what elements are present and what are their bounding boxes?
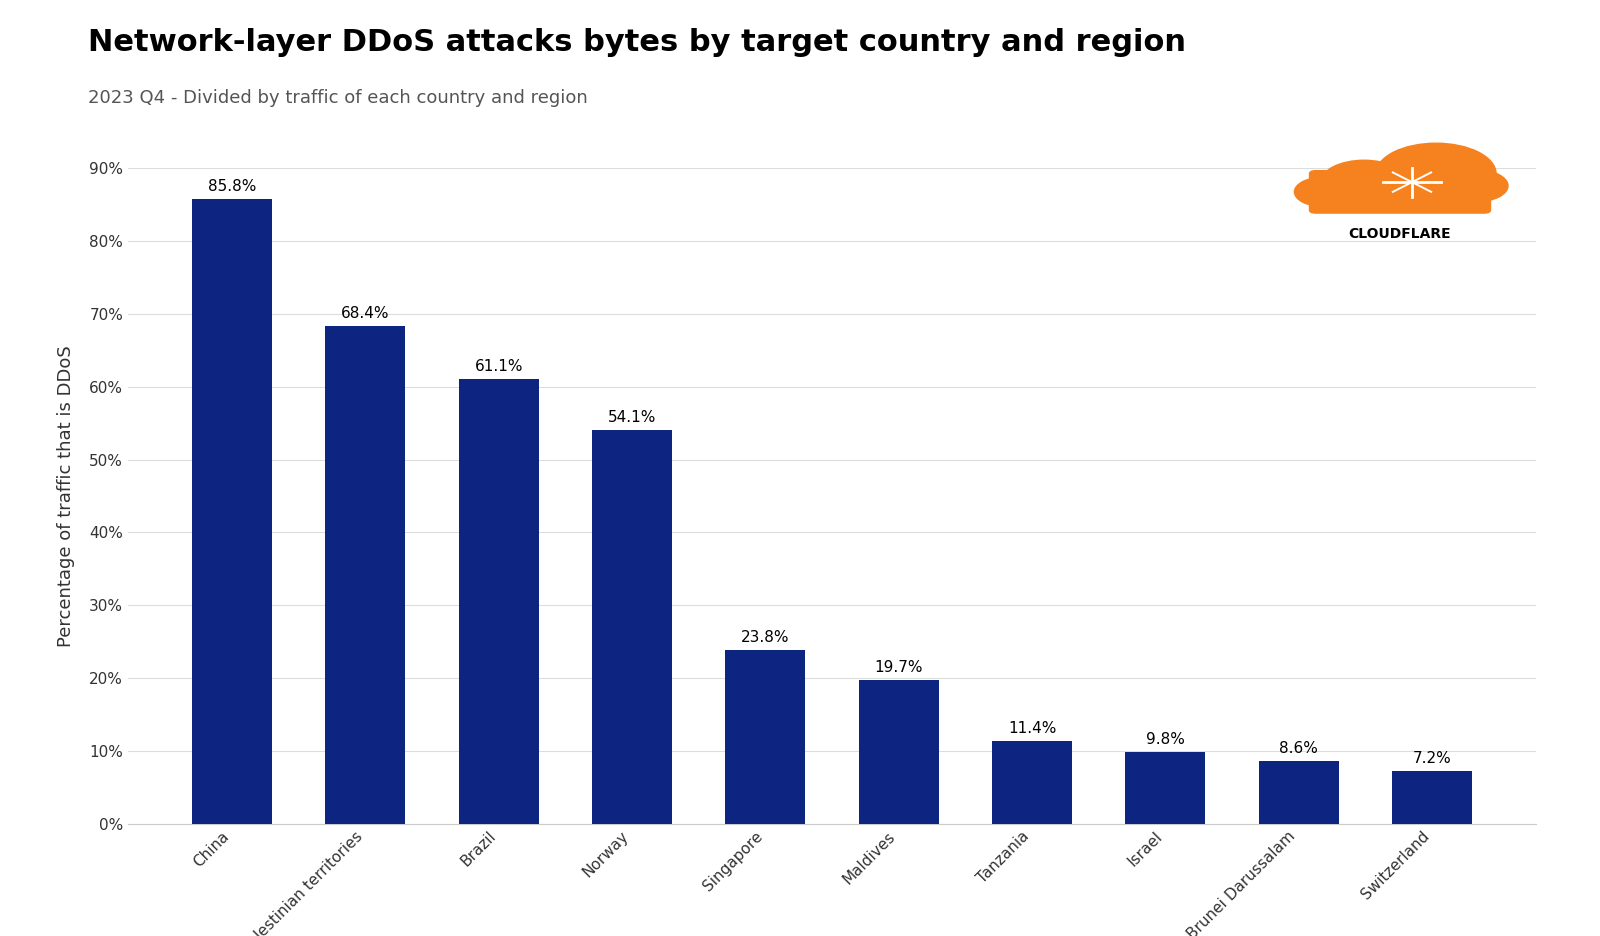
Text: 9.8%: 9.8% <box>1146 732 1184 747</box>
Circle shape <box>1322 160 1408 204</box>
Text: CLOUDFLARE: CLOUDFLARE <box>1349 227 1451 241</box>
Circle shape <box>1294 177 1352 207</box>
Text: 11.4%: 11.4% <box>1008 721 1056 736</box>
Circle shape <box>1376 143 1496 204</box>
Text: 19.7%: 19.7% <box>875 660 923 675</box>
FancyBboxPatch shape <box>1309 170 1491 213</box>
Bar <box>1392 771 1472 824</box>
Bar <box>992 740 1072 824</box>
Text: 2023 Q4 - Divided by traffic of each country and region: 2023 Q4 - Divided by traffic of each cou… <box>88 89 587 107</box>
Circle shape <box>1446 170 1507 201</box>
Bar <box>592 430 672 824</box>
Text: 7.2%: 7.2% <box>1413 752 1451 767</box>
Bar <box>725 651 805 824</box>
Text: 85.8%: 85.8% <box>208 179 256 194</box>
Bar <box>192 199 272 824</box>
Y-axis label: Percentage of traffic that is DDoS: Percentage of traffic that is DDoS <box>58 345 75 647</box>
Text: 68.4%: 68.4% <box>341 306 389 321</box>
Text: Network-layer DDoS attacks bytes by target country and region: Network-layer DDoS attacks bytes by targ… <box>88 28 1186 57</box>
Bar <box>325 326 405 824</box>
Text: 8.6%: 8.6% <box>1280 741 1318 756</box>
Bar <box>1259 761 1339 824</box>
Bar <box>859 680 939 824</box>
Text: 23.8%: 23.8% <box>741 630 789 645</box>
Bar <box>459 379 539 824</box>
Bar <box>1125 753 1205 824</box>
Text: 61.1%: 61.1% <box>475 358 523 373</box>
Text: 54.1%: 54.1% <box>608 410 656 425</box>
